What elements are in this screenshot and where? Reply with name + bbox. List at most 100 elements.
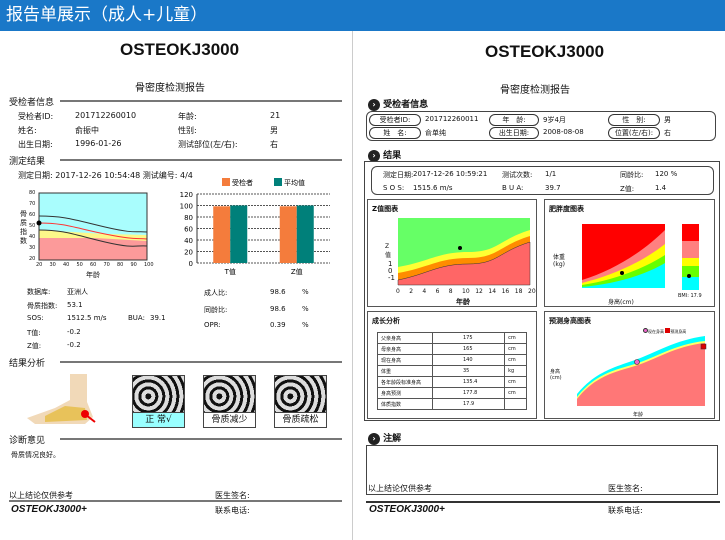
result-value: 1515.6 m/s: [413, 184, 453, 192]
x-tick: 70: [103, 262, 110, 268]
y-tick: 60: [29, 212, 36, 218]
growth-table: 父亲身高 175 cm 母亲身高 165 cm 现在身高 140 cm 体重 35 kg 各年龄段标准身…: [377, 332, 527, 410]
bar-平均值: [230, 205, 248, 263]
disclaimer: 以上结论仅供参考: [368, 484, 432, 493]
ratio-label: OPR:: [204, 321, 221, 329]
z-x-tick: 14: [488, 288, 497, 295]
z-x-tick: 16: [501, 288, 510, 295]
divider: [366, 501, 720, 503]
y-tick-label: 80: [184, 214, 193, 222]
mean-curve: [38, 222, 148, 240]
section-analysis: 结果分析: [9, 359, 46, 369]
doctor-signature-label: 医生签名:: [608, 484, 643, 493]
z-x-tick: 8: [448, 288, 453, 295]
xray-1: 骨质减少: [203, 375, 256, 428]
xray-0: 正 常√: [132, 375, 185, 428]
z-x-tick: 0: [396, 288, 400, 295]
x-tick: 60: [90, 262, 97, 268]
ratio-value: 98.6: [270, 288, 286, 296]
z-x-tick: 6: [435, 288, 440, 295]
report-title: 骨密度检测报告: [135, 83, 205, 94]
analysis-label: 骨质减少: [204, 412, 255, 427]
y-tick-label: 120: [180, 191, 193, 199]
ratio-label: 同龄比:: [204, 305, 228, 314]
foot-illustration: [27, 374, 96, 424]
ratio-unit: %: [302, 288, 309, 296]
result-value: 2017-12-26 10:59:21: [413, 170, 488, 178]
growth-value: 17.9: [431, 398, 506, 410]
legend-label: 受检者: [232, 178, 253, 187]
info-value: 1996-01-26: [75, 139, 122, 148]
info-label: 姓名:: [18, 126, 37, 135]
growth-value: 175: [431, 332, 506, 344]
height-panel: 预测身高图表 现在身高 预测身高 身高(cm) 年龄: [544, 311, 715, 419]
info-label: 位置(左/右):: [608, 127, 660, 139]
growth-value: 35: [431, 365, 506, 377]
result-value: 1.4: [655, 184, 667, 192]
upper-curve: [38, 215, 148, 233]
x-tick: 50: [76, 262, 83, 268]
z-y-tick: 1: [388, 260, 393, 268]
divider: [60, 438, 342, 440]
growth-row: 母亲身高 165 cm: [377, 343, 527, 355]
info-value: 俞单纯: [425, 129, 446, 137]
predicted-height-marker-icon: [665, 328, 671, 333]
ratio-unit: %: [302, 304, 309, 313]
stat-value: -0.2: [67, 341, 81, 349]
stat-value: -0.2: [67, 327, 81, 336]
category-label: Z值: [291, 267, 303, 276]
device-title: OSTEOKJ3000: [120, 40, 240, 59]
height-y-label: 身高(cm): [550, 369, 562, 381]
divider: [60, 159, 342, 161]
xray-2: 骨质疏松: [274, 375, 327, 428]
note-box: [366, 445, 718, 495]
y-axis-label: 骨质指数: [20, 210, 27, 245]
y-tick: 40: [29, 234, 36, 240]
bmi-value: BMI: 17.9: [678, 293, 702, 299]
z-point: [458, 246, 462, 250]
section-result: 测定结果: [9, 157, 46, 167]
current-height-marker-icon: [643, 328, 648, 333]
info-label: 姓 名:: [369, 127, 421, 139]
growth-value: 140: [431, 354, 506, 366]
info-value: 俞振中: [75, 126, 99, 135]
report-title: 骨密度检测报告: [500, 85, 570, 96]
analysis-label: 正 常√: [133, 412, 184, 427]
y-tick-label: 0: [189, 260, 193, 268]
x-tick: 40: [63, 262, 70, 268]
growth-key: 体重: [377, 365, 433, 377]
info-value: 2008-08-08: [543, 128, 584, 136]
growth-key: 各年龄段标准身高: [377, 376, 433, 388]
info-value: 男: [664, 116, 671, 124]
z-x-tick: 18: [514, 288, 523, 295]
z-chart-title: Z值图表: [372, 205, 399, 213]
info-label: 年 龄:: [489, 114, 539, 126]
y-tick: 50: [29, 223, 36, 229]
y-tick: 80: [29, 190, 36, 196]
info-label: 出生日期:: [18, 140, 53, 149]
info-value: 男: [270, 126, 278, 135]
growth-row: 体重 35 kg: [377, 365, 527, 377]
bmi-y-label: 体重(kg): [553, 254, 566, 268]
growth-value: 165: [431, 343, 506, 355]
plot-frame: [38, 192, 148, 261]
y-tick-label: 40: [184, 237, 193, 245]
stat-label: Z值:: [27, 342, 42, 350]
footer-model: OSTEOKJ3000+: [11, 504, 87, 515]
growth-row: 体质指数 17.9: [377, 398, 527, 410]
z-chart-panel: Z值图表 Z值 年龄 1 0 -1 0 2 4 6 8 10 12 14 16 18 20: [367, 199, 537, 307]
result-label: 测定日期:: [383, 171, 414, 179]
growth-unit: cm: [504, 354, 527, 366]
diagnosis-text: 骨质情况良好。: [11, 451, 60, 459]
z-x-label: 年龄: [456, 298, 470, 306]
x-tick: 80: [117, 262, 124, 268]
y-tick-label: 20: [184, 249, 193, 257]
result-label: Z值:: [620, 185, 635, 193]
bmi-point: [620, 271, 624, 275]
growth-value: 177.8: [431, 387, 506, 399]
height-x-label: 年龄: [633, 412, 644, 418]
z-x-tick: 20: [528, 288, 536, 295]
legend-swatch: [274, 178, 282, 186]
z-y-tick: -1: [388, 274, 395, 282]
analysis-label: 骨质疏松: [275, 412, 326, 427]
